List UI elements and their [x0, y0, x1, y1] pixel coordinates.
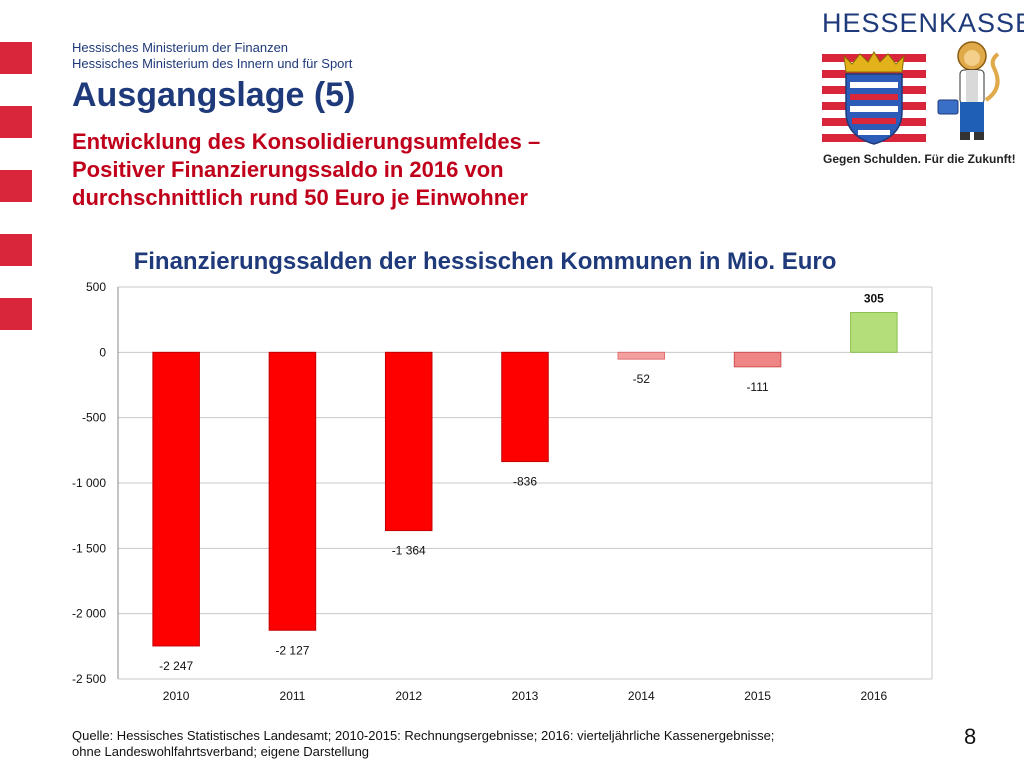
- data-label-2013: -836: [513, 475, 537, 489]
- page-title: Ausgangslage (5): [72, 76, 356, 114]
- source-line-1: Quelle: Hessisches Statistisches Landesa…: [72, 728, 775, 743]
- data-label-2015: -111: [746, 380, 769, 394]
- source-note: Quelle: Hessisches Statistisches Landesa…: [72, 728, 774, 760]
- y-tick-label: -1 500: [72, 541, 106, 555]
- axes: 500 0 -500 -1 000 -1 500 -2 000 -2 500 2010 2011…: [72, 280, 933, 703]
- side-bar-2: [0, 106, 32, 138]
- y-tick-label: -1 000: [72, 476, 106, 490]
- x-tick-label-2015: 2015: [744, 689, 771, 703]
- subtitle-line-1: Entwicklung des Konsolidierungsumfeldes …: [72, 129, 541, 154]
- y-tick-label: 500: [86, 280, 106, 294]
- source-line-2: ohne Landeswohlfahrtsverband; eigene Dar…: [72, 744, 370, 759]
- x-tick-label-2012: 2012: [395, 689, 422, 703]
- bars: [152, 311, 898, 647]
- side-bar-4: [0, 234, 32, 266]
- bar-2013: [501, 351, 549, 463]
- side-bar-5: [0, 298, 32, 330]
- subtitle-line-2: Positiver Finanzierungssaldo in 2016 von: [72, 157, 504, 182]
- lion-mascot-icon: [937, 41, 1000, 140]
- x-tick-label-2011: 2011: [280, 689, 306, 703]
- page-number: 8: [964, 724, 977, 749]
- side-bar-3: [0, 170, 32, 202]
- data-label-2012: -1 364: [392, 544, 426, 558]
- bar-2016: [850, 311, 898, 353]
- x-tick-label-2010: 2010: [163, 689, 190, 703]
- data-label-2010: -2 247: [159, 659, 193, 673]
- logo-slogan: Gegen Schulden. Für die Zukunft!: [823, 152, 1016, 166]
- hessenkasse-logo: HESSENKASSE Gegen: [818, 4, 1024, 174]
- chart-title: Finanzierungssalden der hessischen Kommu…: [133, 248, 837, 275]
- data-label-2014: -52: [633, 372, 651, 386]
- subtitle-line-3: durchschnittlich rund 50 Euro je Einwohn…: [72, 185, 528, 210]
- logo-name: HESSENKASSE: [822, 8, 1024, 38]
- bar-chart: 500 0 -500 -1 000 -1 500 -2 000 -2 500 2010 2011…: [72, 280, 933, 703]
- data-labels: -2 247 -2 127 -1 364 -836 -52 -111 305: [159, 291, 884, 672]
- data-label-2011: -2 127: [275, 643, 309, 657]
- hessen-coat-of-arms-icon: [822, 51, 926, 145]
- bar-2014: [617, 351, 666, 360]
- bar-2011: [268, 351, 317, 631]
- x-tick-label-2016: 2016: [861, 689, 888, 703]
- page-subtitle: Entwicklung des Konsolidierungsumfeldes …: [72, 128, 692, 212]
- ministry-line-1: Hessisches Ministerium der Finanzen: [72, 40, 289, 55]
- data-label-2016: 305: [864, 291, 884, 305]
- bar-2015: [733, 351, 782, 368]
- y-tick-label: -2 000: [72, 607, 106, 621]
- y-tick-label: 0: [99, 345, 106, 359]
- x-tick-label-2013: 2013: [512, 689, 539, 703]
- logo-art: [822, 41, 1000, 145]
- x-tick-label-2014: 2014: [628, 689, 655, 703]
- bar-2010: [152, 351, 200, 647]
- ministry-line-2: Hessisches Ministerium des Innern und fü…: [72, 56, 353, 71]
- bar-2012: [384, 351, 433, 532]
- side-bar-1: [0, 42, 32, 74]
- y-tick-label: -2 500: [72, 672, 106, 686]
- y-tick-label: -500: [82, 411, 106, 425]
